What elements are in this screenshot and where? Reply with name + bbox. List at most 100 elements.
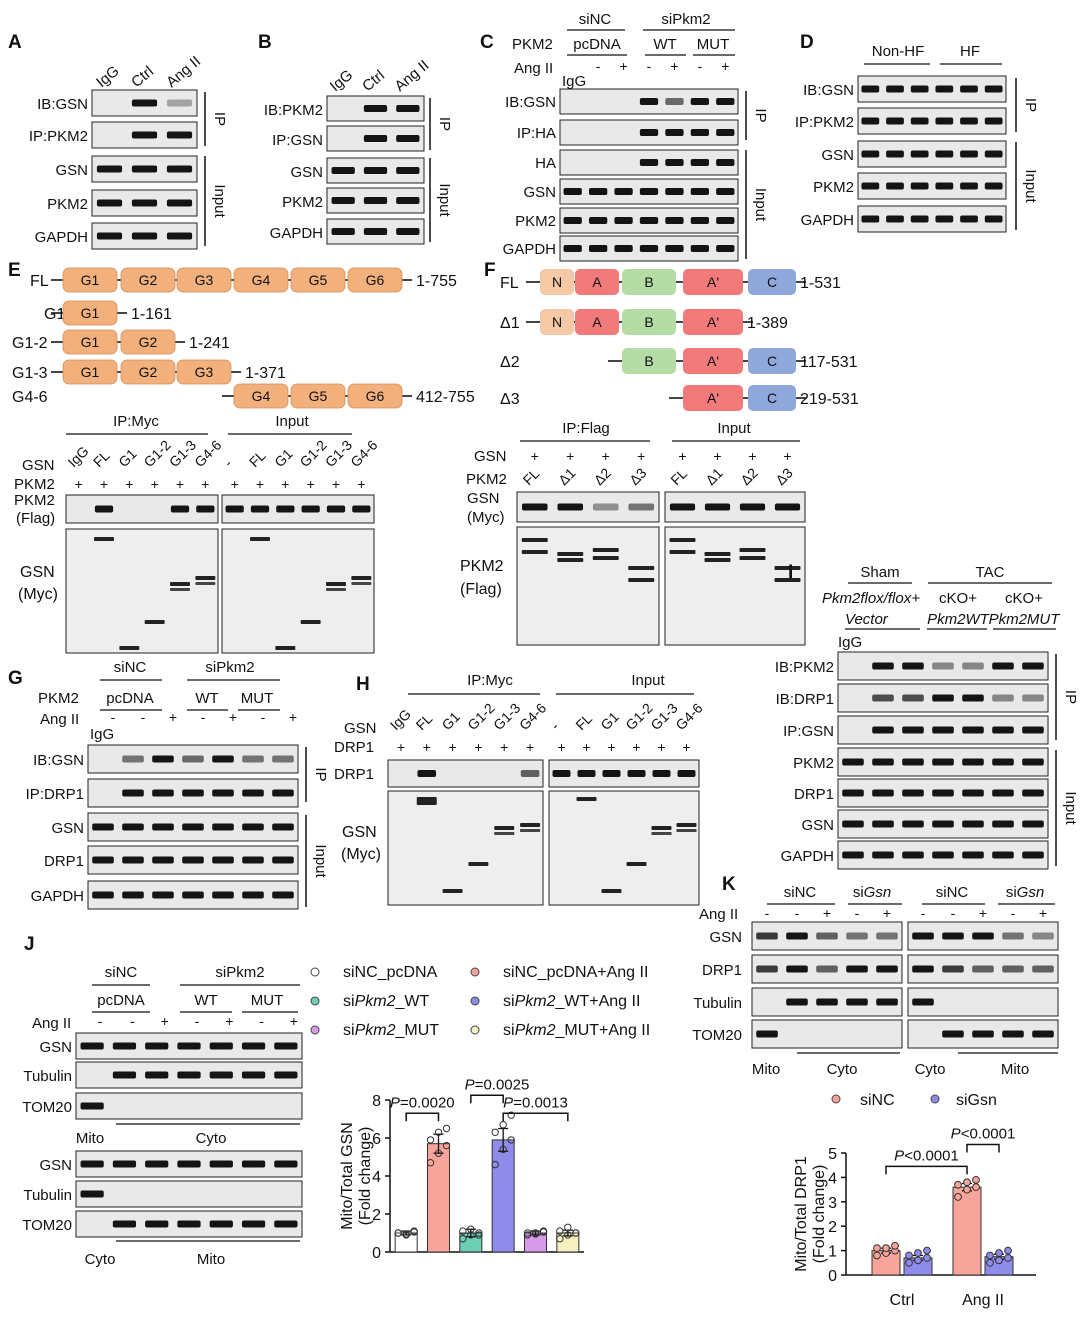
blot-strip	[87, 778, 299, 808]
lane-label: G1-3	[647, 700, 680, 733]
blot-band	[166, 165, 193, 173]
blot-band	[962, 851, 984, 859]
data-point	[475, 1229, 483, 1237]
blot-band	[677, 770, 696, 777]
blot-strip	[751, 954, 903, 984]
sign: +	[607, 739, 615, 755]
data-point	[882, 1244, 890, 1253]
blot-band	[145, 1220, 169, 1228]
construct-range: 412-755	[416, 389, 475, 406]
sign: +	[290, 1013, 298, 1029]
domain-box	[575, 309, 619, 335]
domain-box	[233, 383, 289, 409]
ip-label: IP	[312, 767, 329, 781]
blot-band	[628, 566, 655, 570]
blot-band	[552, 770, 571, 777]
blot-panel	[65, 528, 219, 654]
row-label: GAPDH	[31, 888, 84, 905]
blot-strip	[91, 189, 198, 217]
blot-band	[152, 856, 174, 864]
panel-letter: K	[722, 874, 736, 895]
blot-band	[275, 646, 296, 650]
blot-band	[557, 558, 584, 562]
blot-band	[396, 228, 420, 235]
blot-band	[669, 550, 696, 554]
sign: -	[765, 905, 770, 921]
blot-frame	[857, 140, 1007, 168]
section-title: IP:Myc	[113, 413, 159, 430]
y-tick-label: 6	[372, 1131, 381, 1148]
blot-frame	[664, 526, 806, 646]
legend-marker	[470, 996, 480, 1006]
blot-band	[242, 891, 264, 899]
blot-strip	[837, 809, 1049, 839]
data-point	[1004, 1246, 1012, 1255]
row-label: GAPDH	[801, 212, 854, 229]
panel-letter: J	[24, 934, 35, 955]
sign: +	[357, 476, 365, 492]
group-label: siNC	[105, 964, 138, 981]
sign: -	[647, 58, 652, 74]
data-point	[499, 1121, 507, 1129]
row-label: IB:GSN	[803, 82, 854, 99]
construct-label: Δ1	[500, 315, 520, 332]
blot-band	[872, 820, 894, 828]
blot-band	[786, 998, 808, 1006]
input-label: Input	[211, 184, 228, 218]
sign: +	[474, 739, 482, 755]
blot-band	[962, 662, 984, 670]
blot-band	[122, 856, 144, 864]
group-label: siPkm2	[215, 964, 264, 981]
blot-strip	[326, 157, 425, 184]
significance-bracket	[405, 1112, 440, 1122]
blot-band	[716, 188, 735, 195]
blot-band	[861, 117, 880, 125]
construct-range: 1-161	[131, 306, 172, 323]
blot-band	[602, 770, 621, 777]
blot-band	[876, 932, 898, 940]
group-label: Sham	[860, 564, 899, 581]
panel-letter: C	[480, 32, 494, 53]
row-label: GSN	[467, 490, 500, 507]
blot-band	[241, 1042, 266, 1050]
domain-box	[622, 269, 676, 295]
y-axis-label: (Fold change)	[811, 1165, 828, 1264]
blot-band	[932, 726, 954, 734]
blot-band	[1032, 965, 1054, 973]
blot-band	[396, 167, 420, 174]
blot-band	[212, 891, 234, 899]
blot-band	[992, 789, 1014, 797]
section-title: Input	[275, 413, 309, 430]
lane-label: IgG	[90, 726, 114, 743]
domain-box	[62, 267, 118, 293]
construct-range: 1-371	[245, 365, 286, 382]
blot-band	[250, 505, 270, 513]
group-label: Pkm2MUT	[989, 611, 1062, 628]
row-label: GSN	[344, 720, 377, 737]
domain-box	[683, 309, 743, 335]
blot-strip	[559, 119, 739, 146]
blot-band	[80, 1190, 104, 1198]
domain-box	[233, 267, 289, 293]
blot-strip	[559, 149, 739, 176]
domain-label: G2	[139, 272, 158, 288]
lane-label: G1-2	[622, 700, 655, 733]
sign: +	[125, 476, 133, 492]
blot-band	[984, 150, 1003, 158]
blot-band	[177, 1071, 201, 1079]
row-label: (Myc)	[18, 586, 58, 603]
sign: +	[500, 739, 508, 755]
lane-label: FL	[572, 710, 595, 733]
blot-band	[846, 965, 868, 973]
sign: +	[682, 739, 690, 755]
blot-band	[669, 538, 696, 542]
panel-letter: A	[8, 32, 22, 53]
group-label: pcDNA	[97, 992, 145, 1009]
blot-band	[170, 505, 190, 513]
ip-label: IP	[436, 117, 453, 131]
data-point	[507, 1136, 515, 1144]
blot-band	[557, 552, 584, 556]
domain-box	[62, 300, 118, 326]
blot-band	[962, 726, 984, 734]
domain-label: G6	[366, 388, 385, 404]
